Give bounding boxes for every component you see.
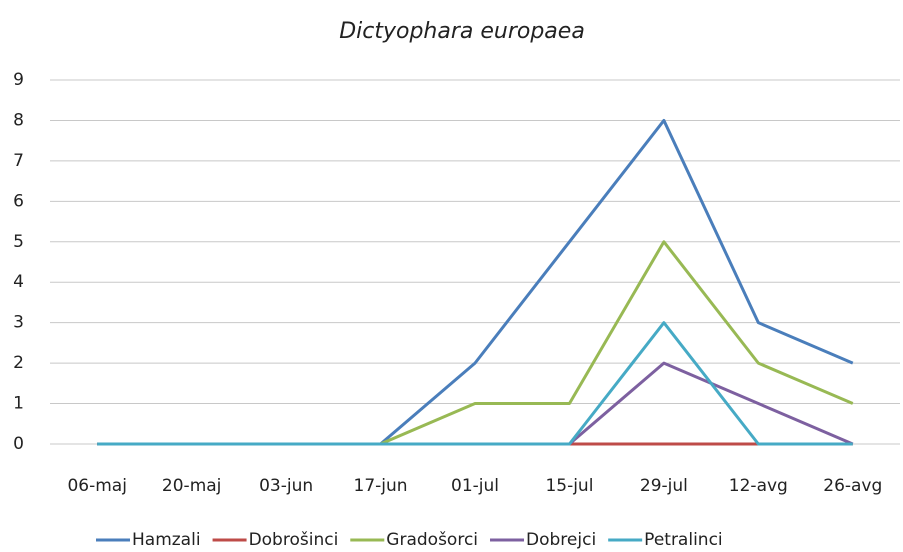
y-tick-label: 2 — [13, 353, 24, 373]
chart-title: Dictyophara europaea — [339, 19, 585, 44]
x-tick-label: 01-jul — [451, 476, 499, 496]
x-tick-label: 06-maj — [67, 476, 126, 496]
y-tick-label: 5 — [13, 232, 24, 252]
y-tick-label: 0 — [13, 434, 24, 454]
y-tick-label: 6 — [13, 191, 24, 211]
y-tick-label: 4 — [13, 272, 24, 292]
legend-label: Petralinci — [644, 530, 722, 550]
x-tick-label: 12-avg — [729, 476, 788, 496]
x-tick-label: 20-maj — [162, 476, 221, 496]
series-line — [97, 321, 853, 446]
legend-label: Dobrejci — [526, 530, 596, 550]
x-tick-label: 17-jun — [354, 476, 408, 496]
x-tick-label: 26-avg — [823, 476, 882, 496]
legend-label: Dobrošinci — [249, 530, 339, 550]
y-tick-label: 3 — [13, 313, 24, 333]
x-tick-label: 15-jul — [545, 476, 593, 496]
y-tick-label: 1 — [13, 394, 24, 414]
x-tick-label: 03-jun — [259, 476, 313, 496]
y-tick-label: 7 — [13, 151, 24, 171]
x-tick-label: 29-jul — [640, 476, 688, 496]
legend-label: Hamzali — [132, 530, 201, 550]
legend-label: Gradošorci — [386, 530, 478, 550]
y-tick-label: 9 — [13, 70, 24, 90]
y-tick-label: 8 — [13, 110, 24, 130]
series-line — [97, 240, 854, 446]
